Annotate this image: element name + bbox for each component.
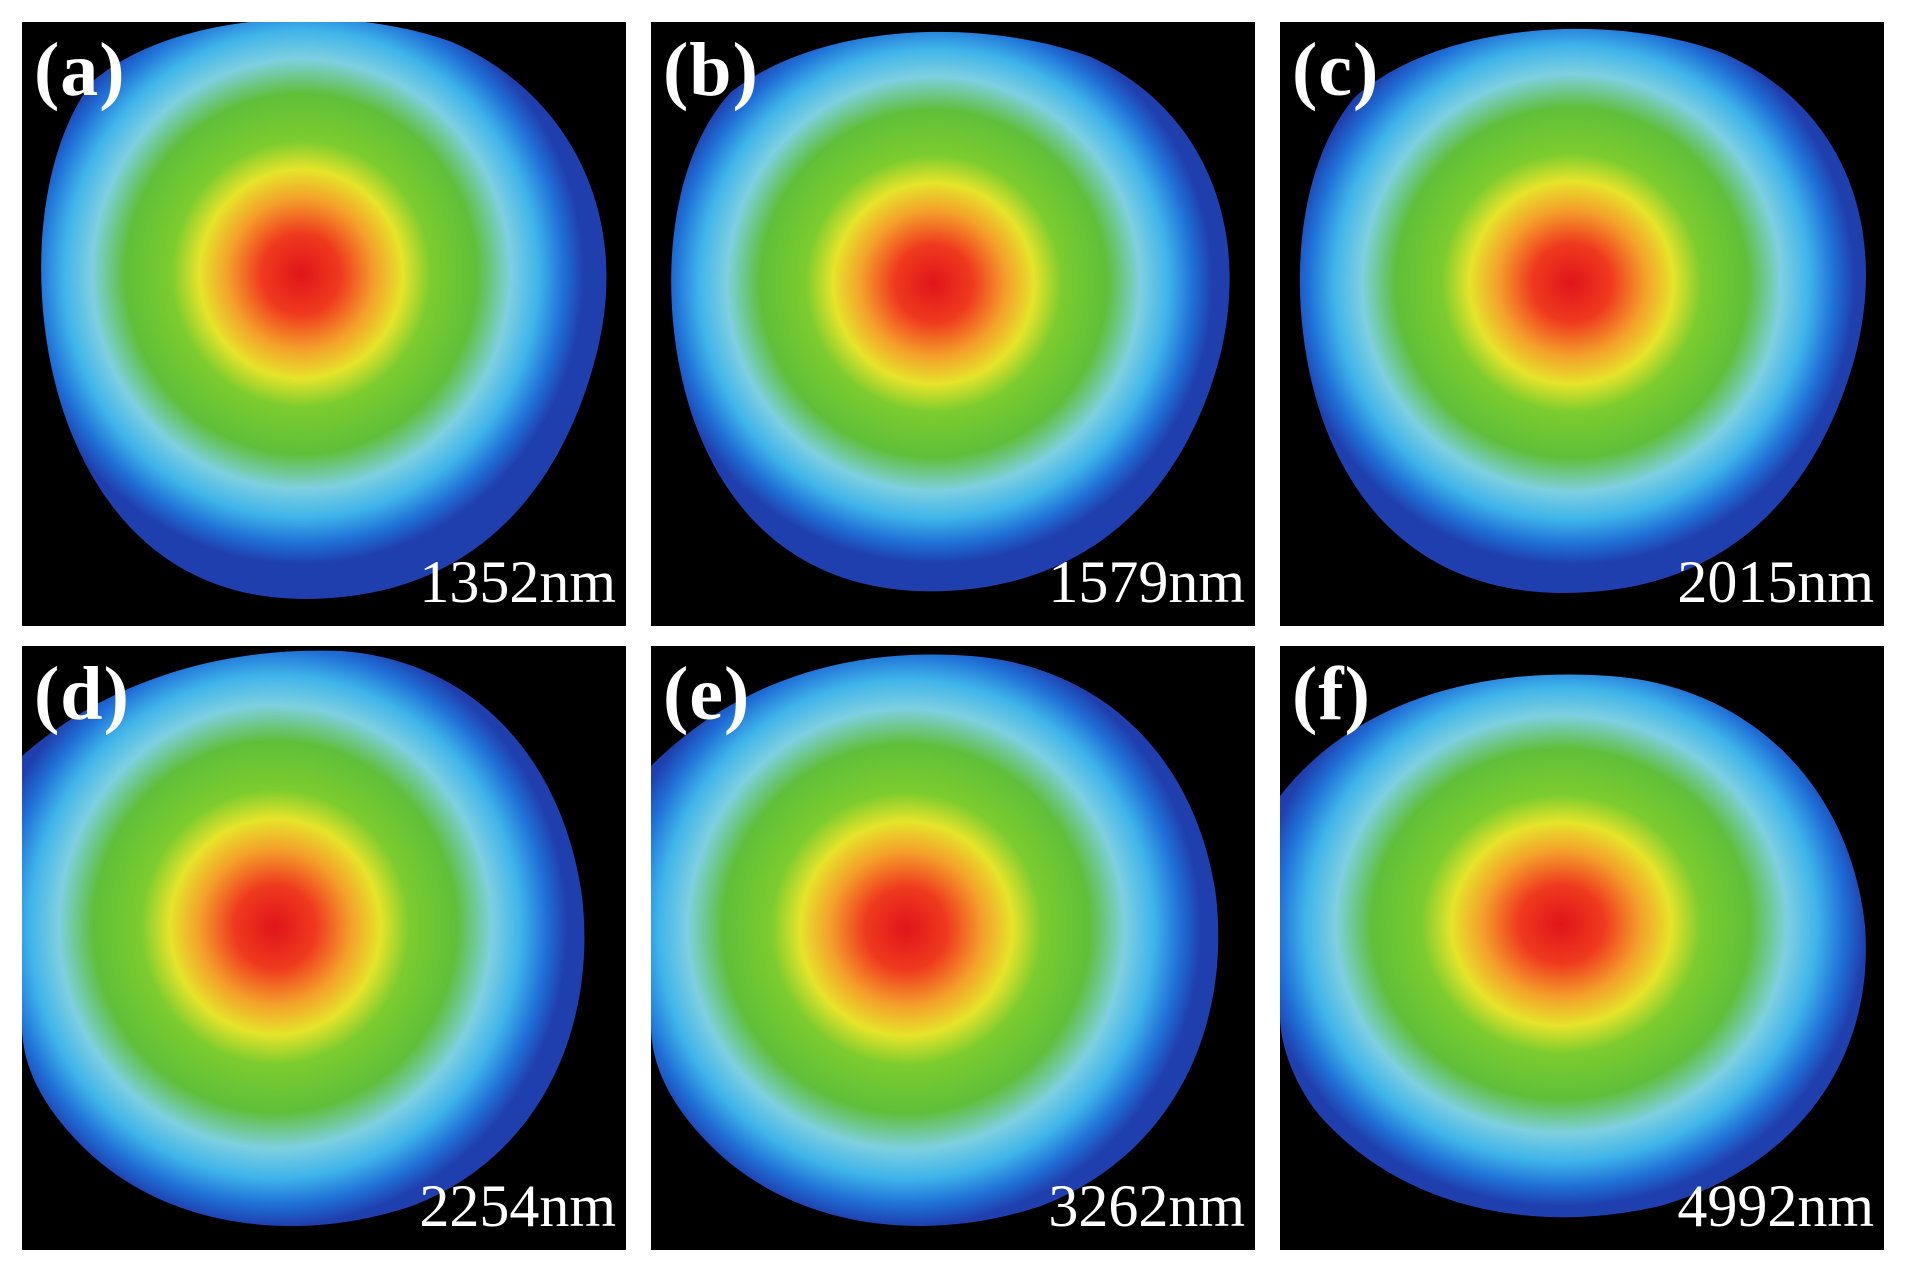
- beam-intensity-map-b: [671, 31, 1230, 592]
- beam-profile-panel-f: (f) 4992nm: [1280, 646, 1884, 1250]
- wavelength-label: 1579nm: [1048, 549, 1245, 615]
- wavelength-label: 2254nm: [419, 1173, 616, 1239]
- wavelength-label: 4992nm: [1677, 1173, 1874, 1239]
- panel-label: (f): [1292, 652, 1371, 736]
- panel-label: (b): [663, 28, 759, 112]
- panel-label: (c): [1292, 28, 1380, 112]
- panel-label: (e): [663, 652, 751, 736]
- wavelength-label: 2015nm: [1677, 549, 1874, 615]
- beam-intensity-map-e: [651, 654, 1219, 1226]
- panel-label: (a): [34, 28, 126, 112]
- wavelength-label: 3262nm: [1048, 1173, 1245, 1239]
- beam-profile-panel-a: (a) 1352nm: [22, 22, 626, 626]
- beam-profile-panel-b: (b) 1579nm: [651, 22, 1255, 626]
- beam-intensity-map-d: [22, 650, 585, 1226]
- beam-profile-panel-d: (d) 2254nm: [22, 646, 626, 1250]
- beam-intensity-map-a: [41, 22, 607, 599]
- beam-intensity-map-f: [1280, 674, 1866, 1218]
- beam-profile-panel-c: (c) 2015nm: [1280, 22, 1884, 626]
- panel-label: (d): [34, 652, 130, 736]
- beam-profile-panel-e: (e) 3262nm: [651, 646, 1255, 1250]
- beam-intensity-map-c: [1299, 28, 1866, 593]
- wavelength-label: 1352nm: [419, 549, 616, 615]
